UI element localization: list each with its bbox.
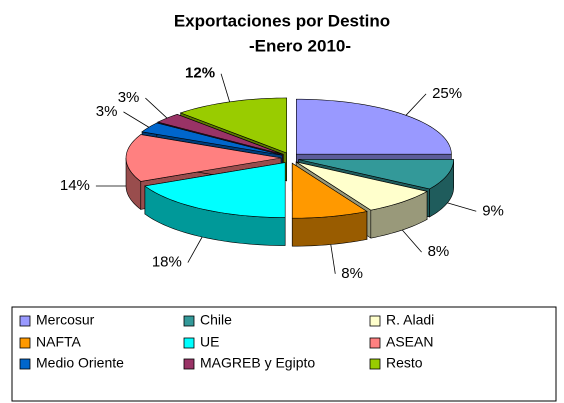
legend-swatch [369, 358, 381, 370]
leader-line [401, 229, 422, 253]
data-label: 3% [118, 89, 140, 106]
data-label: 25% [432, 85, 462, 102]
leader-line [405, 93, 427, 116]
data-label: 3% [96, 103, 118, 120]
data-label: 18% [152, 254, 182, 271]
legend-swatch [183, 337, 195, 349]
chart-title: Exportaciones por Destino [174, 11, 390, 30]
legend-box [11, 306, 557, 402]
legend-swatch [19, 358, 31, 370]
slice [144, 162, 286, 218]
slice [179, 97, 287, 154]
data-label: 12% [185, 65, 215, 82]
legend-label: UE [200, 334, 219, 350]
chart-subtitle: -Enero 2010- [249, 36, 351, 55]
leader-line [187, 236, 203, 263]
legend-label: R. Aladi [386, 312, 434, 328]
slice [291, 162, 368, 219]
legend-swatch [369, 315, 381, 327]
leader-line [145, 97, 168, 119]
leader-line [220, 73, 231, 102]
legend-swatch [369, 337, 381, 349]
legend-label: ASEAN [386, 334, 433, 350]
slice [156, 114, 284, 155]
slice [296, 98, 452, 155]
legend-label: MAGREB y Egipto [200, 355, 315, 371]
slice [298, 159, 454, 190]
data-label: 8% [341, 265, 363, 282]
data-label: 8% [428, 243, 450, 260]
pie-tops [125, 97, 454, 219]
legend-swatch [19, 315, 31, 327]
leader-line [330, 244, 336, 274]
data-label: 9% [482, 202, 504, 219]
legend-label: NAFTA [36, 334, 82, 350]
legend-label: Medio Oriente [36, 355, 124, 371]
legend-swatch [19, 337, 31, 349]
legend-label: Chile [200, 312, 232, 328]
slice [125, 134, 282, 182]
slice [295, 161, 428, 211]
leader-line [123, 111, 150, 128]
legend-label: Mercosur [36, 312, 95, 328]
leader-line [447, 202, 477, 212]
legend-swatch [183, 358, 195, 370]
data-label: 14% [60, 177, 90, 194]
legend-label: Resto [386, 355, 423, 371]
legend-swatch [183, 315, 195, 327]
